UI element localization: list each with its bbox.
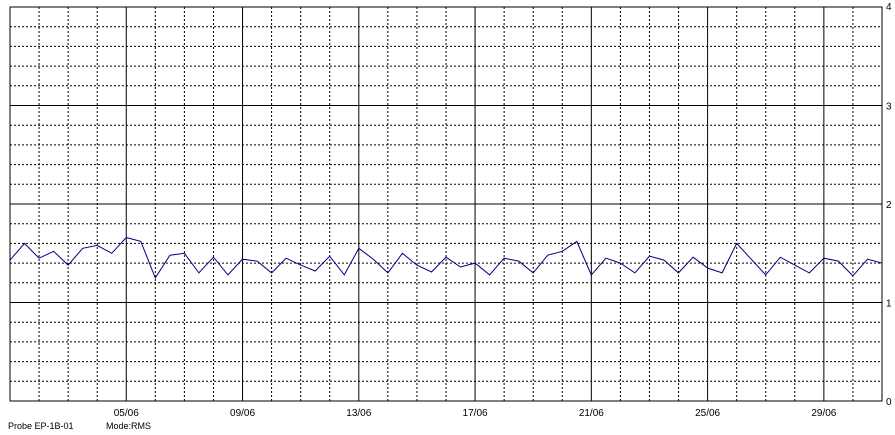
y-axis-ticks: 0 1 2 3 4	[886, 2, 892, 408]
y-tick-label: 4	[886, 2, 892, 13]
x-tick-label: 05/06	[114, 408, 139, 419]
x-tick-label: 13/06	[346, 408, 371, 419]
probe-label: Probe EP-1B-01	[8, 421, 74, 431]
series-line	[9, 236, 883, 279]
x-tick-label: 29/06	[811, 408, 836, 419]
y-tick-label: 0	[886, 397, 892, 408]
x-axis-ticks: 05/06 09/06 13/06 17/06 21/06 25/06 29/06	[114, 408, 837, 419]
y-tick-label: 1	[886, 299, 892, 310]
x-tick-label: 09/06	[230, 408, 255, 419]
mode-label: Mode:RMS	[106, 421, 152, 431]
y-tick-label: 3	[886, 102, 892, 113]
plot-border	[9, 6, 883, 402]
series-layer	[9, 236, 883, 279]
x-tick-label: 17/06	[463, 408, 488, 419]
y-tick-label: 2	[886, 200, 892, 211]
x-tick-label: 25/06	[695, 408, 720, 419]
major-grid	[10, 7, 882, 401]
x-tick-label: 21/06	[579, 408, 604, 419]
